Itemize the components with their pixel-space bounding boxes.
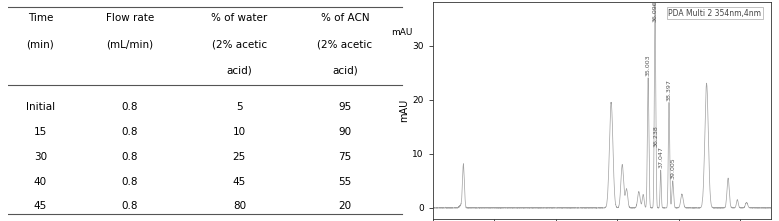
Text: 80: 80 (233, 202, 246, 211)
Y-axis label: mAU: mAU (400, 99, 409, 122)
Text: (mL/min): (mL/min) (106, 39, 153, 49)
Text: Flow rate: Flow rate (105, 13, 153, 23)
Text: 35.003: 35.003 (646, 55, 650, 76)
Text: Time: Time (27, 13, 53, 23)
Text: acid): acid) (332, 65, 358, 75)
Text: 75: 75 (338, 152, 351, 162)
Text: Initial: Initial (26, 102, 55, 112)
Text: % of ACN: % of ACN (321, 13, 369, 23)
Text: acid): acid) (227, 65, 252, 75)
Text: mAU: mAU (390, 28, 412, 37)
Text: 90: 90 (338, 127, 351, 137)
Text: 0.8: 0.8 (122, 177, 138, 187)
Text: (2% acetic: (2% acetic (212, 39, 267, 49)
Text: 38.397: 38.397 (667, 79, 671, 101)
Text: 45: 45 (233, 177, 246, 187)
Text: 0.8: 0.8 (122, 127, 138, 137)
Text: 0.8: 0.8 (122, 202, 138, 211)
Text: 95: 95 (338, 102, 351, 112)
Text: PDA Multi 2 354nm,4nm: PDA Multi 2 354nm,4nm (668, 9, 761, 18)
Text: (min): (min) (26, 39, 55, 49)
Text: 10: 10 (233, 127, 246, 137)
Text: 5: 5 (236, 102, 243, 112)
Text: 0.8: 0.8 (122, 102, 138, 112)
Text: (2% acetic: (2% acetic (317, 39, 372, 49)
Text: 15: 15 (33, 127, 47, 137)
Text: 25: 25 (233, 152, 246, 162)
Text: 45: 45 (33, 202, 47, 211)
Text: 37.047: 37.047 (658, 147, 663, 168)
Text: 30: 30 (33, 152, 47, 162)
Text: 36.096: 36.096 (652, 1, 657, 22)
Text: 40: 40 (33, 177, 47, 187)
Text: % of water: % of water (211, 13, 267, 23)
Text: 36.238: 36.238 (654, 125, 658, 147)
Text: 20: 20 (338, 202, 351, 211)
Text: 0.8: 0.8 (122, 152, 138, 162)
Text: 55: 55 (338, 177, 351, 187)
Text: 39.005: 39.005 (670, 158, 675, 179)
